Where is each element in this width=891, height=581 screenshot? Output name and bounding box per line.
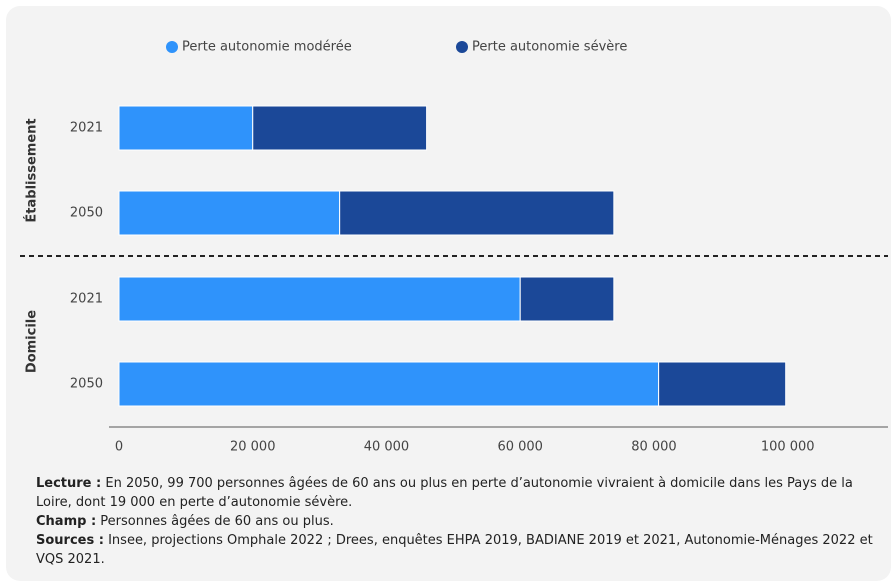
x-tick-label: 0 [115, 440, 123, 455]
chart: Perte autonomie modérée Perte autonomie s… [20, 40, 888, 455]
card: Perte autonomie modérée Perte autonomie s… [6, 6, 891, 581]
x-tick-label: 40 000 [364, 440, 410, 455]
group-label: Établissement [24, 118, 40, 222]
note-text: En 2050, 99 700 personnes âgées de 60 an… [36, 476, 853, 510]
y-tick-label: 2050 [70, 377, 103, 392]
bar [658, 361, 787, 407]
legend-swatch [166, 41, 178, 53]
notes: Lecture : En 2050, 99 700 personnes âgée… [36, 474, 881, 569]
bar [118, 276, 521, 322]
note-text: Personnes âgées de 60 ans ou plus. [100, 514, 334, 529]
x-tick-label: 60 000 [497, 440, 543, 455]
note: Sources : Insee, projections Omphale 202… [36, 531, 881, 569]
bar [252, 105, 428, 151]
note-label: Sources : [36, 533, 104, 548]
bar [339, 190, 615, 236]
y-tick-label: 2021 [70, 292, 103, 307]
note-label: Champ : [36, 514, 97, 529]
note-label: Lecture : [36, 476, 102, 491]
legend-swatch [456, 41, 468, 53]
bar [118, 361, 660, 407]
legend-label: Perte autonomie sévère [472, 40, 627, 55]
x-tick-label: 20 000 [230, 440, 276, 455]
note: Champ : Personnes âgées de 60 ans ou plu… [36, 512, 881, 531]
x-tick-label: 100 000 [761, 440, 815, 455]
legend-label: Perte autonomie modérée [182, 40, 352, 55]
group-label: Domicile [25, 310, 40, 373]
bar [118, 190, 341, 236]
y-tick-label: 2050 [70, 206, 103, 221]
bar [519, 276, 615, 322]
bar [118, 105, 254, 151]
note-text: Insee, projections Omphale 2022 ; Drees,… [36, 533, 873, 567]
note: Lecture : En 2050, 99 700 personnes âgée… [36, 474, 881, 512]
x-tick-label: 80 000 [631, 440, 677, 455]
y-tick-label: 2021 [70, 121, 103, 136]
